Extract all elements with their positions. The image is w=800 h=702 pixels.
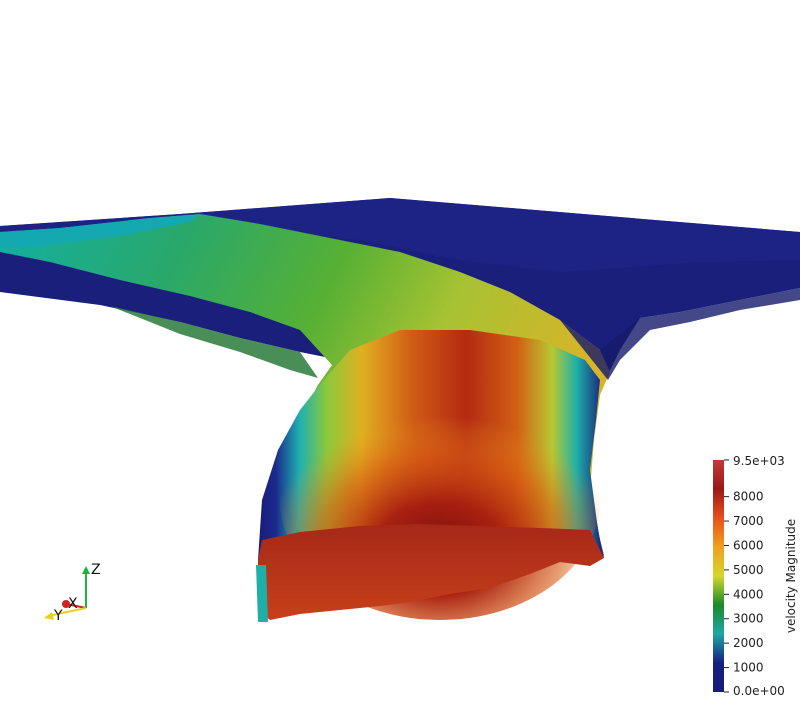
scalar-bar-tick-label: 7000 [733,514,764,528]
scalar-bar-max-label: 9.5e+03 [733,454,785,468]
scalar-bar: 8000 7000 6000 5000 4000 3000 2000 1000 9.5e+03… [713,454,798,698]
scalar-bar-title: velocity Magnitude [784,519,798,633]
scalar-bar-ticks: 8000 7000 6000 5000 4000 3000 2000 1000 [724,459,764,693]
z-axis-arrow [82,566,90,574]
x-axis-arrow [62,600,70,608]
rim-edge-left [256,565,268,622]
scalar-bar-min-label: 0.0e+00 [733,684,785,698]
funnel-rim [258,524,604,620]
left-shelf [110,306,318,378]
channel-edge-left [0,214,200,248]
scalar-bar-gradient [713,460,724,692]
y-axis-label: Y [53,608,63,624]
y-axis-arrow [44,612,54,620]
orientation-axes: Z X Y [44,562,101,624]
scalar-bar-tick-label: 6000 [733,538,764,552]
scalar-bar-tick-label: 2000 [733,636,764,650]
right-lip [560,288,800,380]
scalar-bar-tick-label: 8000 [733,490,764,504]
scalar-bar-tick-label: 4000 [733,587,764,601]
scalar-bar-tick-label: 1000 [733,661,764,675]
surface-mesh [0,198,800,622]
y-axis-line [47,607,87,617]
scalar-bar-tick-label: 5000 [733,563,764,577]
x-axis-label: X [68,596,78,612]
scalar-bar-tick-label: 3000 [733,612,764,626]
z-axis-label: Z [91,562,101,578]
